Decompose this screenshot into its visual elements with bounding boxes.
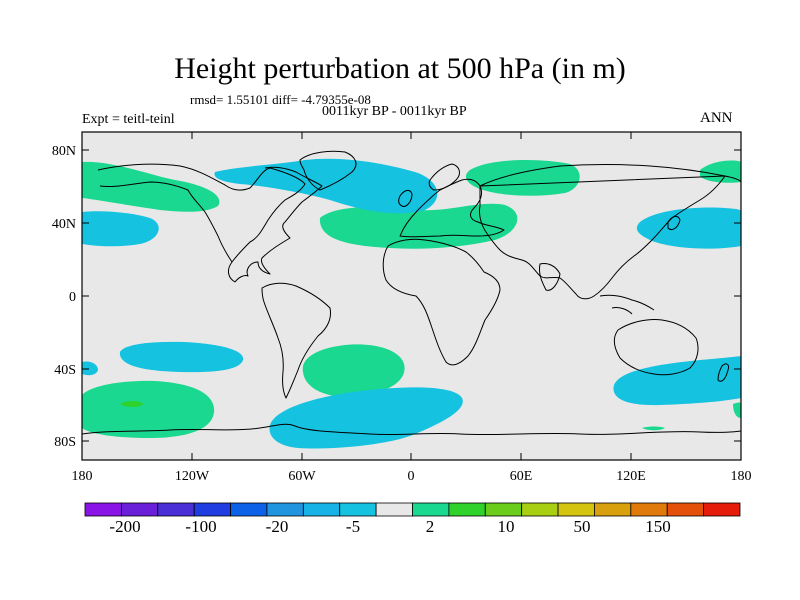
negative-anomaly-region (269, 387, 463, 449)
coastline-australia (613, 319, 699, 376)
negative-anomaly-region (119, 341, 244, 373)
lon-label-60w: 60W (288, 469, 316, 484)
colorbar-label: 10 (498, 517, 515, 536)
experiment-text: Expt = teitl-teinl (82, 112, 175, 127)
colorbar-box (594, 502, 632, 517)
colorbar-box (120, 502, 159, 517)
lat-label-0: 0 (69, 290, 76, 305)
latitude-ticks (82, 149, 741, 442)
coastline-north-america (97, 163, 323, 283)
positive-anomaly-region (302, 344, 405, 397)
lon-label-180-right: 180 (731, 469, 752, 484)
plot-title: Height perturbation at 500 hPa (in m) (174, 52, 626, 85)
coastline-antarctica (82, 423, 741, 436)
colorbar-box (666, 502, 705, 517)
period-text: 0011kyr BP - 0011kyr BP (322, 104, 467, 119)
lon-label-180-left: 180 (72, 469, 93, 484)
colorbar-box (375, 502, 413, 517)
colorbar-box (157, 502, 195, 517)
colorbar-box (339, 502, 377, 517)
coastlines (82, 150, 741, 436)
lon-label-0: 0 (408, 469, 415, 484)
colorbar-box (521, 502, 559, 517)
negative-anomaly-region (82, 361, 98, 376)
colorbar-box (266, 502, 304, 517)
colorbar-label: -100 (185, 517, 216, 536)
coastline-india (539, 263, 561, 291)
lat-label-80n: 80N (52, 144, 76, 159)
positive-anomaly-region (82, 380, 215, 438)
colorbar-box (84, 502, 122, 517)
stats-text: rmsd= 1.55101 diff= -4.79355e-08 (190, 92, 371, 107)
lat-label-40n: 40N (52, 217, 76, 232)
negative-anomaly-region (636, 207, 741, 249)
lat-label-40s: 40S (54, 363, 76, 378)
colorbar-box (412, 502, 450, 517)
coastline-africa (382, 238, 501, 366)
negative-anomaly-region (82, 211, 159, 247)
coastline-new-zealand (717, 363, 729, 382)
longitude-ticks (81, 132, 742, 460)
colorbar-box (557, 502, 595, 517)
colorbar-box (193, 502, 231, 517)
lon-label-60e: 60E (510, 469, 533, 484)
lat-label-80s: 80S (54, 435, 76, 450)
positive-anomaly-region (319, 203, 518, 249)
colorbar-box (484, 502, 523, 517)
coastline-indonesia (599, 294, 655, 315)
colorbar-label: -5 (346, 517, 360, 536)
lon-label-120w: 120W (175, 469, 210, 484)
negative-anomaly-region (613, 356, 741, 406)
positive-anomaly-region (733, 402, 741, 418)
anomaly-contours (82, 158, 741, 449)
colorbar-label: 50 (574, 517, 591, 536)
colorbar-label: 150 (645, 517, 671, 536)
positive-anomaly-region (82, 161, 220, 212)
colorbar (84, 502, 741, 517)
coastline-europe (399, 178, 505, 238)
colorbar-label: -200 (109, 517, 140, 536)
colorbar-box (448, 502, 486, 517)
coastline-scandinavia (428, 163, 460, 191)
colorbar-box (230, 502, 268, 517)
colorbar-box (630, 502, 668, 517)
coastline-britain (398, 189, 413, 207)
positive-anomaly-region (465, 160, 580, 196)
coastline-japan (667, 215, 681, 231)
colorbar-box (703, 502, 741, 517)
negative-anomaly-region (214, 158, 438, 214)
positive-anomaly-region (642, 426, 665, 431)
colorbar-label: 2 (426, 517, 435, 536)
coastline-greenland (299, 150, 357, 191)
lon-label-120e: 120E (616, 469, 646, 484)
colorbar-box (302, 502, 341, 517)
season-label: ANN (700, 110, 733, 126)
colorbar-label: -20 (266, 517, 289, 536)
coastline-asia (479, 164, 741, 300)
coastline-south-america (261, 282, 331, 399)
positive-anomaly-region (120, 401, 143, 407)
